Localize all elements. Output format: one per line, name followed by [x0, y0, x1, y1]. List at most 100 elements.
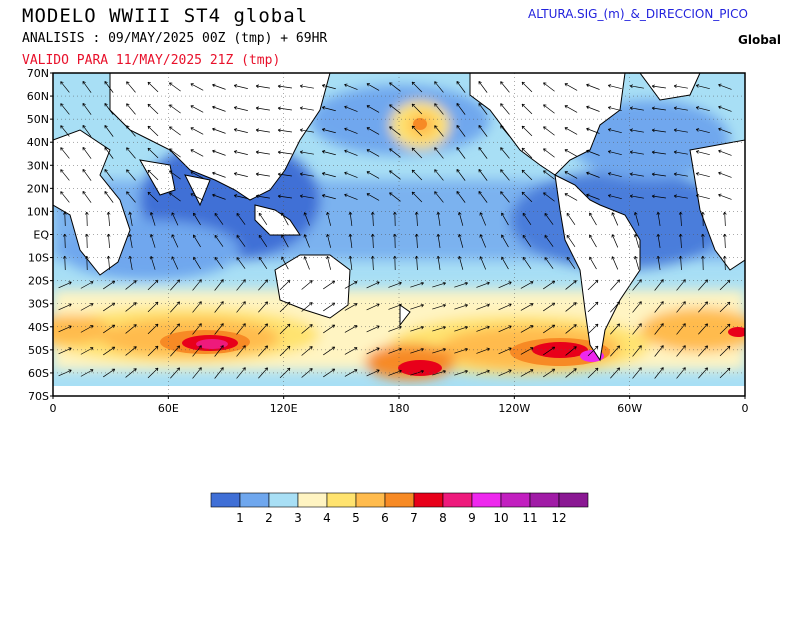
direction-arrow [432, 281, 446, 288]
direction-arrow [698, 345, 708, 357]
direction-arrow [301, 280, 313, 290]
direction-arrow [434, 103, 444, 115]
valid-time: VALIDO PARA 11/MAY/2025 21Z (tmp) [22, 53, 281, 68]
direction-arrow [190, 149, 204, 157]
direction-arrow [82, 169, 92, 181]
direction-arrow [58, 325, 72, 333]
direction-arrow [673, 84, 688, 89]
direction-arrow [701, 233, 705, 249]
direction-arrow [520, 303, 534, 311]
direction-arrow [456, 191, 466, 203]
direction-arrow [192, 345, 202, 357]
direction-arrow [543, 126, 555, 136]
color-legend: 1 2 3 4 5 6 7 8 9 10 11 12 [210, 492, 589, 525]
direction-arrow [411, 147, 423, 159]
direction-arrow [632, 345, 642, 357]
direction-arrow [190, 193, 204, 201]
continents [53, 73, 745, 362]
direction-arrow [103, 324, 116, 334]
direction-arrow [434, 191, 444, 203]
direction-arrow [82, 103, 92, 115]
direction-arrow [388, 369, 402, 376]
direction-arrow [147, 169, 159, 181]
direction-arrow [701, 255, 705, 271]
direction-arrow [587, 345, 599, 357]
direction-arrow [454, 325, 468, 332]
direction-arrow [586, 127, 600, 134]
direction-arrow [104, 103, 114, 115]
direction-arrow [718, 105, 732, 112]
direction-arrow [214, 301, 224, 313]
direction-arrow [432, 347, 446, 354]
direction-arrow [564, 83, 578, 91]
direction-arrow [695, 194, 710, 200]
direction-arrow [498, 281, 512, 289]
direction-arrow [366, 105, 380, 113]
direction-arrow [478, 125, 488, 137]
direction-arrow [233, 128, 248, 133]
direction-arrow [718, 171, 732, 178]
direction-arrow [500, 191, 510, 203]
direction-arrow [388, 281, 402, 288]
direction-arrow [171, 212, 179, 226]
direction-arrow [544, 235, 554, 247]
direction-arrow [520, 369, 534, 377]
direction-arrow [348, 211, 353, 226]
direction-arrow [436, 211, 441, 226]
direction-arrow [190, 83, 204, 91]
legend-swatch [413, 492, 444, 508]
direction-arrow [607, 172, 622, 178]
direction-arrow [147, 323, 159, 335]
direction-arrow [586, 149, 600, 156]
direction-arrow [411, 103, 423, 115]
direction-arrow [126, 81, 136, 93]
direction-arrow [629, 172, 644, 177]
direction-arrow [610, 323, 621, 335]
direction-arrow [651, 172, 666, 177]
direction-arrow [389, 104, 401, 114]
direction-arrow [632, 301, 642, 313]
direction-arrow [586, 171, 600, 178]
direction-arrow [214, 323, 224, 335]
direction-arrow [366, 347, 380, 355]
direction-arrow [521, 103, 533, 115]
direction-arrow [258, 367, 268, 379]
legend-swatch [268, 492, 299, 508]
direction-arrow [255, 172, 270, 177]
direction-arrow [236, 279, 246, 291]
direction-arrow [169, 104, 181, 114]
direction-arrow [128, 211, 133, 226]
region-label: Global [738, 33, 782, 47]
lon-tick-label: 120E [270, 402, 298, 415]
direction-arrow [104, 169, 114, 181]
product-name: ALTURA.SIG_(m)_&_DIRECCION_PICO [528, 7, 748, 21]
lat-tick-label: 20S [28, 275, 49, 288]
direction-arrow [255, 84, 270, 89]
direction-arrow [673, 150, 688, 155]
direction-arrow [722, 233, 727, 249]
direction-arrow [564, 149, 578, 157]
direction-arrow [169, 82, 181, 92]
direction-arrow [520, 325, 534, 333]
direction-arrow [695, 106, 710, 112]
legend-label: 5 [352, 511, 360, 525]
direction-arrow [718, 149, 732, 156]
direction-arrow [323, 302, 336, 312]
direction-arrow [522, 256, 532, 269]
direction-arrow [586, 83, 600, 90]
direction-arrow [281, 234, 289, 248]
direction-arrow [501, 234, 509, 248]
direction-arrow [277, 128, 292, 133]
direction-arrow [126, 191, 136, 203]
direction-arrow [104, 81, 114, 93]
lon-tick-label: 0 [742, 402, 749, 415]
direction-arrow [106, 255, 111, 271]
direction-arrow [479, 234, 487, 248]
direction-arrow [147, 147, 159, 159]
legend-label: 4 [323, 511, 331, 525]
direction-arrow [543, 346, 556, 356]
direction-arrow [434, 125, 444, 137]
direction-arrow [476, 369, 490, 376]
direction-arrow [344, 281, 358, 289]
direction-arrow [60, 81, 70, 93]
